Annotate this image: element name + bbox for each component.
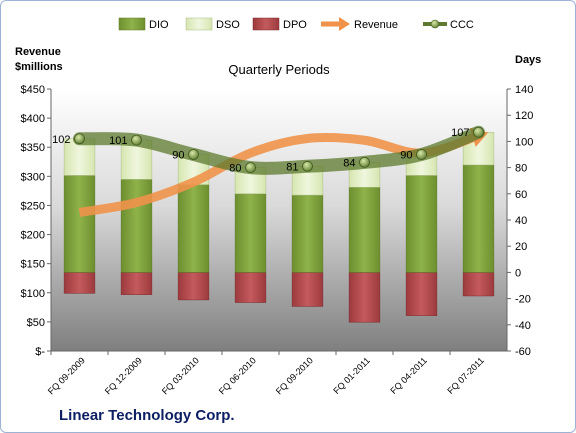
bar-dpo (234, 272, 267, 303)
legend-dpo-label: DPO (283, 19, 307, 31)
left-tick-label: $50 (27, 317, 45, 329)
ccc-data-label: 107 (451, 127, 469, 139)
right-tick-label: -40 (515, 320, 531, 332)
right-tick-label: 80 (515, 163, 527, 175)
right-axis-title: Days (515, 54, 541, 66)
ccc-point (473, 126, 484, 138)
legend-dio-swatch (118, 17, 146, 31)
ccc-data-label: 84 (343, 157, 355, 169)
bar-dio (405, 175, 438, 273)
ccc-data-label: 101 (109, 135, 127, 147)
x-tick-label: FQ 06-2010 (217, 355, 258, 396)
bar-dio (63, 175, 96, 273)
legend-ccc-label: CCC (450, 19, 474, 31)
left-tick-label: $350 (21, 142, 45, 154)
left-tick-label: $- (35, 346, 45, 358)
ccc-data-label: 90 (400, 150, 412, 162)
right-tick-label: 120 (515, 110, 533, 122)
right-tick-label: 20 (515, 241, 527, 253)
ccc-point (131, 134, 142, 146)
ccc-point (359, 156, 370, 168)
x-tick-label: FQ 12-2009 (103, 355, 144, 396)
ccc-point (245, 162, 256, 174)
bar-dio (462, 164, 495, 273)
bar-dpo (120, 272, 153, 295)
right-tick-label: 100 (515, 136, 533, 148)
left-tick-label: $300 (21, 171, 45, 183)
company-name: Linear Technology Corp. (59, 407, 235, 424)
left-tick-label: $450 (21, 84, 45, 96)
ccc-point (188, 149, 199, 160)
legend-dio-label: DIO (149, 19, 169, 31)
ccc-point (416, 149, 427, 160)
bar-dio (234, 193, 267, 273)
chart-title: Quarterly Periods (228, 62, 330, 77)
legend-ccc-marker (423, 19, 447, 29)
ccc-data-label: 80 (229, 163, 241, 175)
right-tick-label: 40 (515, 215, 527, 227)
right-tick-label: -60 (515, 346, 531, 358)
ccc-data-label: 90 (172, 150, 184, 162)
right-tick-label: 60 (515, 189, 527, 201)
legend-dpo-swatch (252, 17, 280, 31)
bar-dpo (63, 272, 96, 294)
x-tick-label: FQ 09-2010 (274, 355, 315, 396)
right-tick-label: 0 (515, 267, 521, 279)
x-tick-label: FQ 07-2011 (445, 355, 486, 396)
left-tick-label: $150 (21, 259, 45, 271)
plot-area (51, 89, 507, 351)
ccc-data-label: 81 (286, 161, 298, 173)
right-tick-label: -20 (515, 294, 531, 306)
legend-revenue-label: Revenue (354, 19, 398, 31)
bar-dio (120, 179, 153, 273)
bar-dpo (405, 272, 438, 316)
left-tick-label: $100 (21, 288, 45, 300)
bar-dpo (348, 272, 381, 323)
left-tick-label: $250 (21, 200, 45, 212)
x-tick-label: FQ 04-2011 (388, 355, 429, 396)
legend-dso-swatch (185, 17, 213, 31)
right-tick-label: 140 (515, 84, 533, 96)
x-tick-label: FQ 09-2009 (46, 355, 87, 396)
left-tick-label: $200 (21, 230, 45, 242)
bar-dio (291, 194, 324, 273)
left-axis-title-line1: Revenue (15, 46, 61, 58)
ccc-point (74, 133, 85, 145)
ccc-data-label: 102 (52, 134, 70, 146)
ccc-point (302, 160, 313, 172)
legend-revenue-arrow (321, 17, 350, 31)
left-axis-title-line2: $millions (15, 61, 63, 73)
bar-dpo (291, 272, 324, 307)
x-tick-label: FQ 01-2011 (331, 355, 372, 396)
bar-dio (177, 184, 210, 273)
bar-dio (348, 187, 381, 273)
legend: DIO DSO DPO Revenue CCC (118, 17, 474, 31)
legend-dso-label: DSO (216, 19, 240, 31)
bar-dpo (177, 272, 210, 301)
bar-dpo (462, 272, 495, 297)
left-tick-label: $400 (21, 113, 45, 125)
x-tick-label: FQ 03-2010 (160, 355, 201, 396)
